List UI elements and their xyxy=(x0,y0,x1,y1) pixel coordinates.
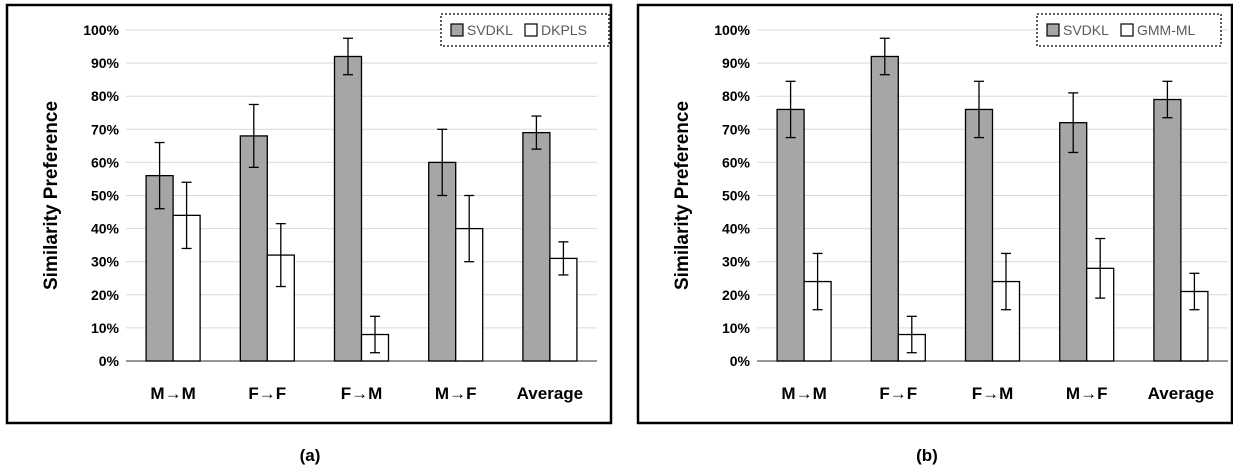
y-axis-label: Similarity Preference xyxy=(672,101,693,290)
x-tick-label: Average xyxy=(1148,384,1214,403)
y-tick-label: 50% xyxy=(722,188,751,204)
x-tick-label: F→F xyxy=(248,384,286,403)
y-tick-label: 0% xyxy=(730,353,751,369)
y-tick-label: 10% xyxy=(722,320,751,336)
x-tick-label: Average xyxy=(517,384,583,403)
x-tick-label: M→F xyxy=(435,384,477,403)
legend-box xyxy=(440,13,610,47)
bar-svdkl xyxy=(776,108,805,362)
x-tick-label: F→M xyxy=(972,384,1014,403)
chart-panel-a: 0% 10% 20% 30% 40% 50% 60% 70% 80% 90% 100% Similar… xyxy=(5,3,613,425)
x-tick-label: M→M xyxy=(781,384,826,403)
legend-swatch-gmm-ml xyxy=(1120,23,1134,37)
y-tick-label: 60% xyxy=(722,154,751,170)
y-tick-label: 20% xyxy=(91,287,120,303)
y-tick-label: 70% xyxy=(91,121,120,137)
y-tick-label: 70% xyxy=(722,121,751,137)
y-tick-label: 60% xyxy=(91,154,120,170)
bar-svdkl xyxy=(1153,98,1182,362)
bar-svdkl xyxy=(522,131,551,362)
x-tick-label: F→M xyxy=(341,384,383,403)
chart-frame xyxy=(5,3,613,425)
chart-frame xyxy=(636,3,1233,425)
x-tick-label: M→F xyxy=(1066,384,1108,403)
y-tick-label: 30% xyxy=(722,254,751,270)
legend-swatch-svdkl xyxy=(450,23,464,37)
y-tick-label: 40% xyxy=(722,221,751,237)
legend-swatch-svdkl xyxy=(1046,23,1060,37)
legend-label: DKPLS xyxy=(541,22,587,38)
y-tick-label: 50% xyxy=(91,188,120,204)
y-tick-label: 90% xyxy=(91,55,120,71)
y-tick-label: 80% xyxy=(722,88,751,104)
chart-panel-b: 0% 10% 20% 30% 40% 50% 60% 70% 80% 90% 100% Similar… xyxy=(636,3,1233,425)
caption-a: (a) xyxy=(299,446,321,465)
bar-svdkl xyxy=(333,55,363,362)
y-tick-label: 20% xyxy=(722,287,751,303)
legend-label: SVDKL xyxy=(1063,22,1109,38)
y-tick-label: 0% xyxy=(99,353,120,369)
y-tick-label: 40% xyxy=(91,221,120,237)
bar-svdkl xyxy=(964,108,994,362)
y-tick-label: 30% xyxy=(91,254,120,270)
x-tick-label: M→M xyxy=(150,384,195,403)
legend-swatch-dkpls xyxy=(524,23,538,37)
y-tick-label: 100% xyxy=(83,22,119,38)
legend-label: GMM-ML xyxy=(1137,22,1196,38)
bar-svdkl xyxy=(239,135,268,362)
y-tick-label: 10% xyxy=(91,320,120,336)
y-tick-label: 90% xyxy=(722,55,751,71)
x-tick-label: F→F xyxy=(879,384,917,403)
bar-svdkl xyxy=(870,55,899,362)
caption-b: (b) xyxy=(916,446,938,465)
y-axis-label: Similarity Preference xyxy=(41,101,62,290)
y-tick-label: 80% xyxy=(91,88,120,104)
bar-svdkl xyxy=(1059,122,1088,362)
legend-label: SVDKL xyxy=(467,22,513,38)
y-tick-label: 100% xyxy=(714,22,750,38)
